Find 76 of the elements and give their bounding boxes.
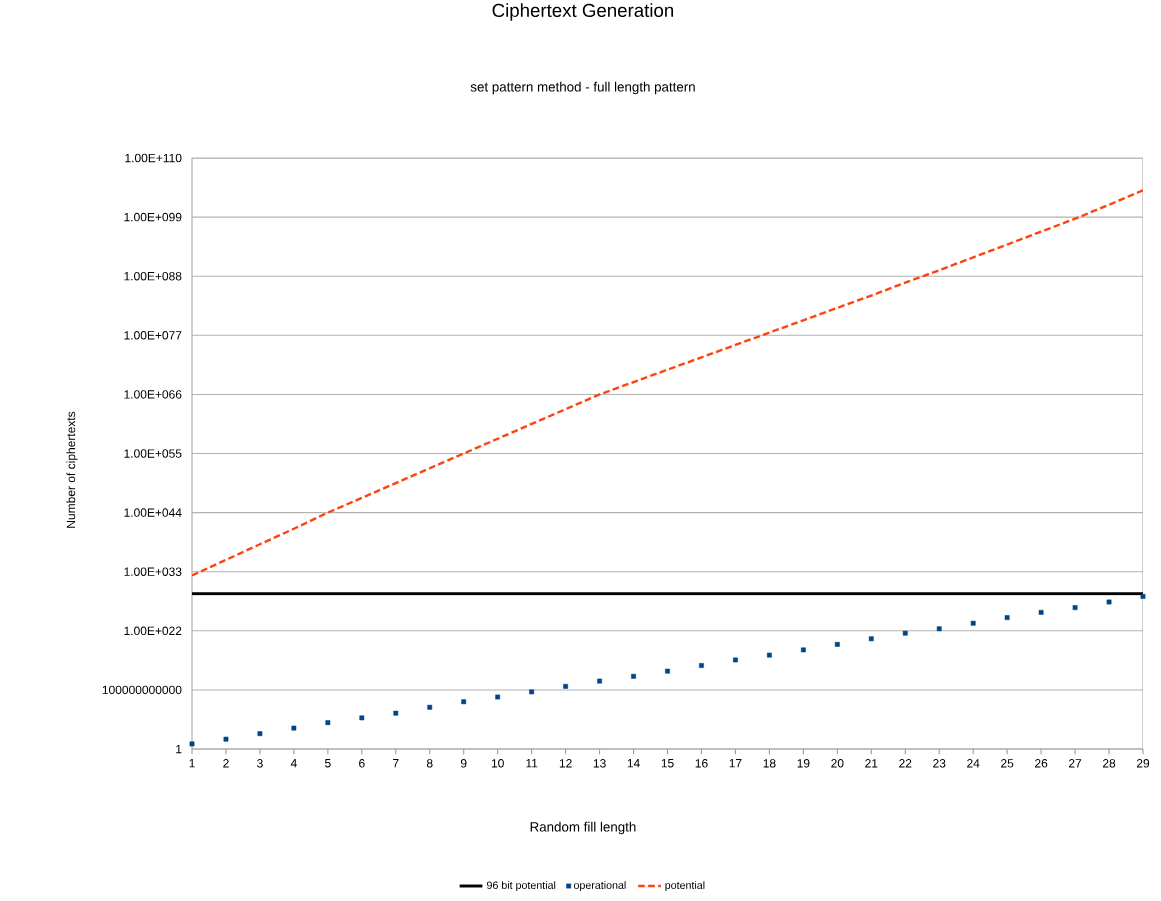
x-tick-label: 4: [290, 759, 297, 768]
point: [733, 657, 738, 663]
y-tick-label: 1.00E+088: [124, 271, 182, 281]
x-tick-label: 27: [1069, 759, 1082, 768]
chart-subtitle: set pattern method - full length pattern: [470, 81, 695, 95]
legend-label: 96 bit potential: [487, 881, 556, 892]
point: [223, 736, 229, 742]
x-tick-label: 8: [426, 759, 433, 768]
y-tick-label: 1.00E+033: [124, 567, 182, 576]
y-tick-label: 1.00E+099: [124, 212, 182, 222]
point: [970, 620, 976, 626]
point: [936, 626, 942, 632]
legend-label: potential: [665, 881, 705, 892]
x-tick-label: 9: [460, 759, 467, 768]
point: [1072, 605, 1078, 610]
point: [766, 652, 772, 658]
x-tick-label: 28: [1102, 759, 1116, 768]
y-axis-title: Number of ciphertexts: [66, 411, 78, 528]
y-tick-label: 1.00E+044: [124, 508, 182, 517]
y-tick-label: 100000000000: [102, 685, 182, 695]
point: [325, 720, 331, 726]
y-tick-label: 1.00E+055: [124, 449, 182, 458]
point: [427, 704, 433, 710]
point: [631, 673, 636, 679]
point: [1038, 609, 1044, 615]
x-axis-title: Random fill length: [530, 821, 636, 835]
x-tick-label: 2: [223, 759, 229, 768]
x-tick-label: 21: [865, 759, 878, 768]
x-tick-label: 11: [526, 759, 538, 768]
point: [800, 647, 806, 653]
chart-title: Ciphertext Generation: [492, 3, 674, 21]
point: [359, 715, 365, 721]
y-tick-label: 1: [176, 744, 182, 754]
x-tick-label: 16: [695, 759, 708, 768]
point: [1106, 599, 1112, 605]
point: [495, 694, 501, 700]
point: [665, 668, 670, 674]
point: [597, 678, 602, 684]
point: [291, 725, 297, 731]
x-tick-label: 24: [967, 759, 980, 768]
x-tick-label: 25: [1001, 759, 1014, 768]
point: [699, 663, 704, 668]
point: [1004, 615, 1010, 620]
x-tick-label: 6: [359, 759, 365, 768]
legend-label: operational: [573, 881, 626, 892]
point: [257, 731, 263, 737]
point: [393, 710, 399, 716]
x-tick-label: 15: [661, 759, 674, 768]
x-tick-label: 10: [491, 759, 504, 768]
y-tick-label: 1.00E+022: [124, 626, 182, 636]
x-tick-label: 3: [257, 759, 263, 768]
x-tick-label: 7: [393, 759, 399, 768]
x-tick-label: 18: [763, 759, 776, 768]
y-tick-label: 1.00E+077: [124, 331, 182, 340]
x-tick-label: 17: [729, 759, 742, 768]
x-tick-label: 20: [831, 759, 844, 768]
x-tick-label: 26: [1035, 759, 1048, 768]
point: [1140, 594, 1146, 599]
point: [868, 636, 874, 642]
point: [563, 683, 569, 689]
y-tick-label: 1.00E+110: [125, 153, 182, 163]
point: [834, 641, 840, 647]
point: [461, 699, 467, 705]
x-tick-label: 12: [559, 759, 572, 768]
x-tick-label: 29: [1136, 759, 1150, 768]
x-tick-label: 5: [325, 759, 331, 768]
x-tick-label: 13: [593, 759, 606, 768]
x-tick-label: 1: [189, 759, 195, 768]
y-tick-label: 1.00E+066: [124, 390, 182, 399]
x-tick-label: 19: [797, 759, 810, 768]
point: [529, 689, 535, 695]
point: [902, 630, 908, 636]
point: [189, 741, 195, 747]
x-tick-label: 23: [933, 759, 946, 768]
x-tick-label: 14: [627, 759, 640, 768]
x-tick-label: 22: [899, 759, 912, 768]
